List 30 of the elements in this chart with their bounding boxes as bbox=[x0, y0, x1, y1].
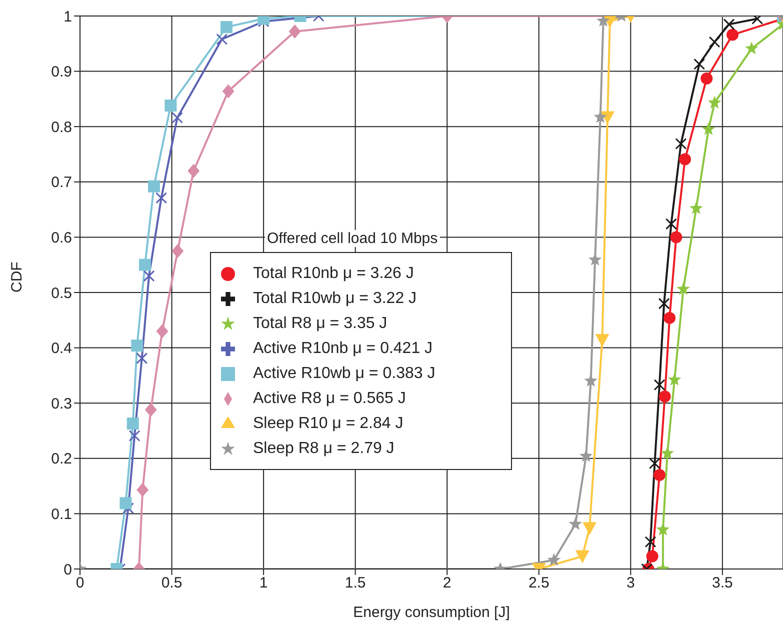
y-tick-label: 0.8 bbox=[51, 118, 72, 136]
x-tick-label: 1.5 bbox=[344, 574, 366, 592]
legend-label: Active R10wb μ = 0.383 J bbox=[253, 365, 436, 382]
y-tick-label: 0.7 bbox=[51, 174, 72, 192]
legend-label: Total R8 μ = 3.35 J bbox=[253, 315, 388, 332]
y-tick-label: 0.2 bbox=[51, 450, 72, 468]
annotation: Offered cell load 10 Mbps bbox=[265, 230, 440, 247]
y-tick-label: 0.4 bbox=[51, 340, 72, 358]
legend-label: Total R10wb μ = 3.22 J bbox=[253, 290, 417, 307]
legend-label: Active R10nb μ = 0.421 J bbox=[253, 340, 433, 357]
legend-label: Active R8 μ = 0.565 J bbox=[253, 390, 406, 407]
y-tick-label: 0 bbox=[64, 561, 72, 578]
legend-label: Sleep R8 μ = 2.79 J bbox=[253, 440, 394, 457]
y-tick-label: 0.9 bbox=[51, 64, 72, 81]
x-tick-label: 2.5 bbox=[528, 574, 550, 592]
y-tick-label: 0.1 bbox=[51, 506, 72, 524]
x-tick-label: 3.5 bbox=[712, 574, 733, 592]
x-tick-label: 0 bbox=[76, 574, 84, 592]
x-axis-title: Energy consumption [J] bbox=[353, 604, 510, 621]
y-axis-title: CDF bbox=[8, 262, 26, 292]
y-tick-label: 1 bbox=[64, 8, 72, 26]
x-tick-label: 3 bbox=[626, 574, 635, 592]
y-tick-label: 0.5 bbox=[51, 284, 72, 302]
legend-label: Total R10nb μ = 3.26 J bbox=[253, 265, 414, 282]
y-tick-label: 0.6 bbox=[51, 230, 72, 247]
x-tick-label: 2 bbox=[442, 574, 452, 592]
y-tick-label: 0.3 bbox=[51, 395, 72, 412]
x-tick-label: 0.5 bbox=[161, 574, 182, 592]
legend-label: Sleep R10 μ = 2.84 J bbox=[253, 415, 404, 432]
x-tick-label: 1 bbox=[259, 574, 268, 592]
